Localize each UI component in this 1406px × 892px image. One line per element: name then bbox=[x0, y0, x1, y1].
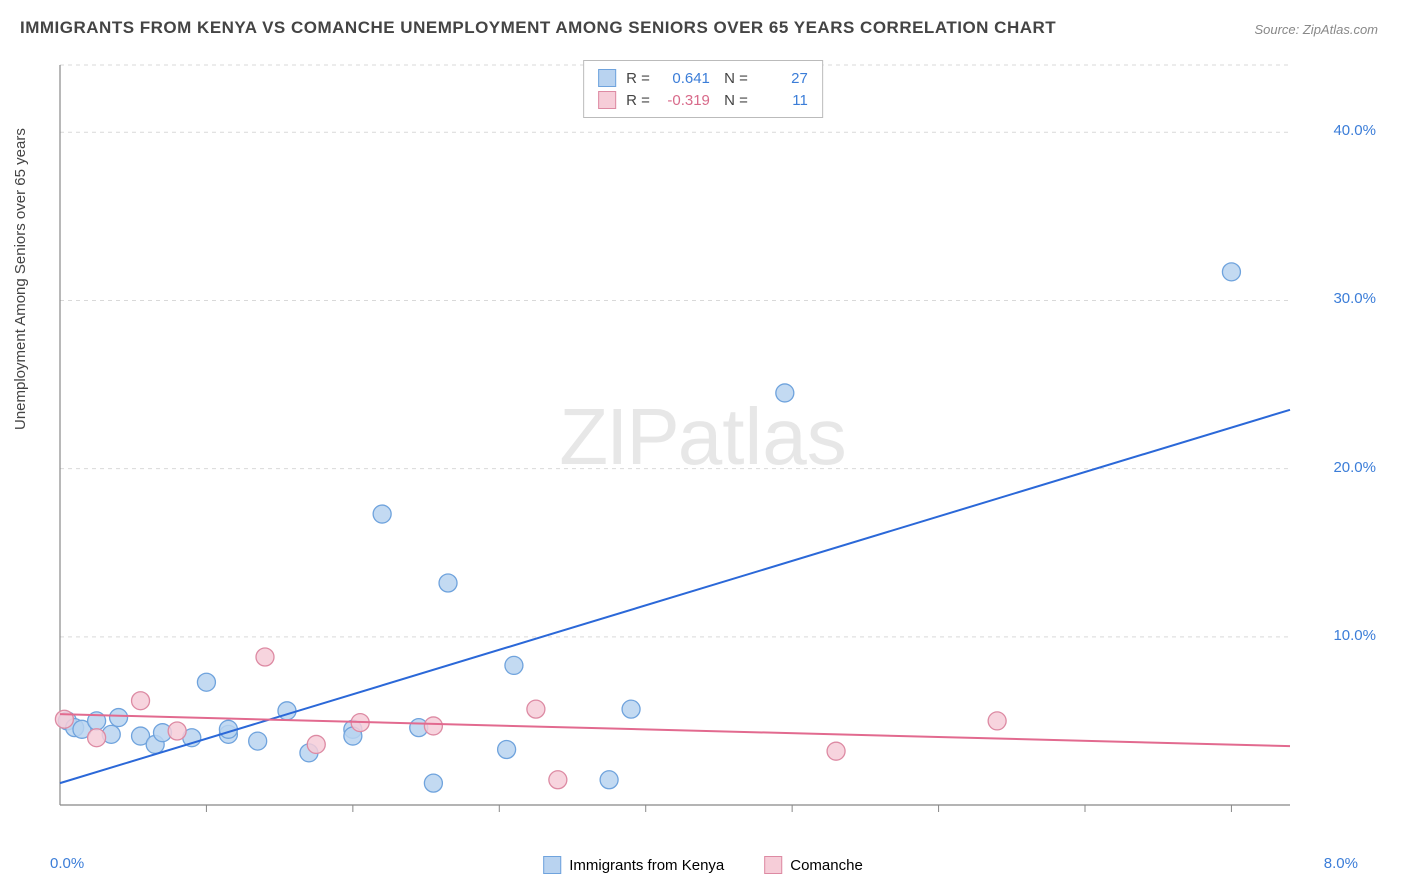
correlation-stats-box: R = 0.641 N = 27 R = -0.319 N = 11 bbox=[583, 60, 823, 118]
stats-row-series1: R = 0.641 N = 27 bbox=[598, 67, 808, 89]
swatch-series2 bbox=[598, 91, 616, 109]
stats-row-series2: R = -0.319 N = 11 bbox=[598, 89, 808, 111]
legend-item-series1: Immigrants from Kenya bbox=[543, 856, 724, 874]
x-axis-max-label: 8.0% bbox=[1324, 855, 1358, 872]
legend-label-series2: Comanche bbox=[790, 857, 863, 874]
y-tick-label: 10.0% bbox=[1333, 627, 1376, 644]
legend-swatch-series1 bbox=[543, 856, 561, 874]
chart-title: IMMIGRANTS FROM KENYA VS COMANCHE UNEMPL… bbox=[20, 18, 1056, 38]
n-value-series2: 11 bbox=[758, 92, 808, 109]
legend: Immigrants from Kenya Comanche bbox=[543, 856, 863, 874]
x-axis-min-label: 0.0% bbox=[50, 855, 84, 872]
source-attribution: Source: ZipAtlas.com bbox=[1254, 22, 1378, 37]
r-value-series1: 0.641 bbox=[660, 70, 710, 87]
y-tick-label: 40.0% bbox=[1333, 122, 1376, 139]
n-value-series1: 27 bbox=[758, 70, 808, 87]
y-axis-label: Unemployment Among Seniors over 65 years bbox=[12, 128, 29, 430]
r-value-series2: -0.319 bbox=[660, 92, 710, 109]
y-tick-label: 20.0% bbox=[1333, 459, 1376, 476]
legend-swatch-series2 bbox=[764, 856, 782, 874]
y-tick-label: 30.0% bbox=[1333, 290, 1376, 307]
swatch-series1 bbox=[598, 69, 616, 87]
legend-item-series2: Comanche bbox=[764, 856, 863, 874]
legend-label-series1: Immigrants from Kenya bbox=[569, 857, 724, 874]
scatter-chart bbox=[50, 55, 1350, 825]
